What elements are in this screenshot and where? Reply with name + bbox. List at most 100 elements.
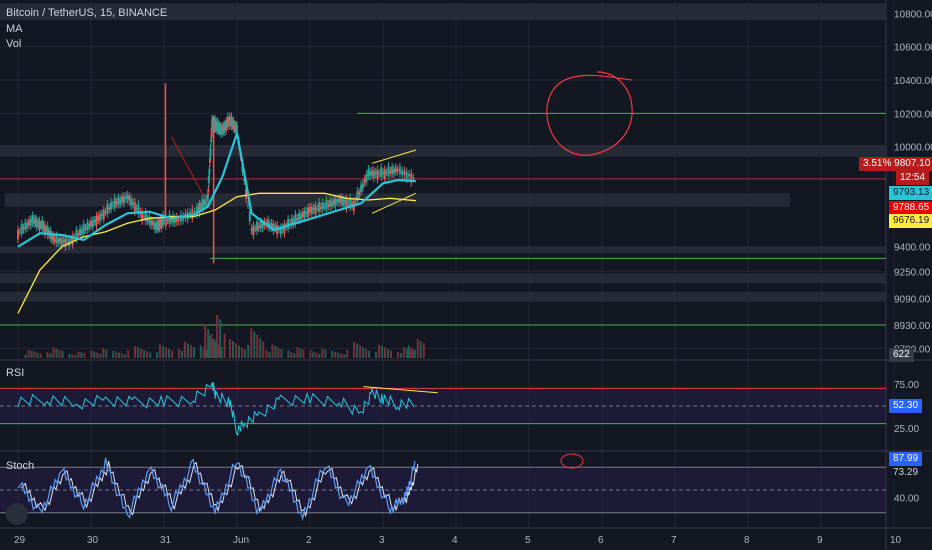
candle-body	[392, 169, 395, 174]
volume-bar	[74, 355, 77, 358]
time-tick-label: 8	[744, 535, 750, 546]
candle-body	[146, 218, 149, 221]
candle-body	[113, 197, 116, 208]
candle-body	[80, 229, 83, 235]
candle-body	[20, 224, 23, 234]
volume-bar	[140, 348, 143, 358]
volume-bar	[24, 354, 27, 358]
candle-body	[336, 199, 339, 202]
candle-body	[131, 202, 134, 205]
candle-body	[86, 222, 89, 230]
candle-body	[401, 170, 404, 176]
rsi-label[interactable]: RSI	[6, 367, 25, 379]
volume-bar	[244, 349, 246, 358]
price-tick-label: 8930.00	[894, 321, 931, 332]
volume-bar	[405, 348, 408, 358]
candle-body	[201, 199, 204, 209]
candle-body	[62, 239, 65, 242]
volume-bar	[247, 344, 250, 358]
volume-bar	[112, 350, 115, 358]
volume-bar	[71, 354, 74, 358]
price-tick-label: 9090.00	[894, 294, 931, 305]
volume-bar	[422, 343, 425, 358]
tradingview-logo[interactable]	[6, 503, 28, 525]
candle-body	[193, 211, 196, 213]
volume-bar	[362, 347, 365, 358]
candle-body	[408, 174, 411, 177]
time-tick-label: Jun	[233, 535, 249, 546]
candle-body	[166, 220, 169, 221]
candle-body	[296, 217, 299, 221]
volume-bar	[290, 352, 293, 358]
stoch-tick-label: 40.00	[894, 494, 919, 505]
volume-bar	[318, 353, 321, 358]
time-tick-label: 30	[87, 535, 99, 546]
ma-slow-line	[17, 192, 416, 314]
candle-body	[332, 199, 335, 205]
candle-body	[361, 183, 364, 189]
volume-bar	[368, 350, 371, 358]
volume-bar	[199, 345, 202, 358]
candle-body	[52, 235, 55, 241]
volume-bar	[241, 347, 243, 358]
candle-body	[277, 229, 280, 231]
volume-bar	[210, 334, 213, 358]
volume-bar	[312, 351, 315, 358]
candle-body	[268, 223, 271, 228]
candle-body	[341, 198, 344, 206]
time-tick-label: 3	[379, 535, 385, 546]
volume-bar	[127, 349, 130, 358]
candle-body	[95, 216, 98, 226]
candle-body	[272, 223, 275, 232]
candle-body	[133, 202, 136, 212]
volume-bar	[216, 314, 219, 358]
vol-legend[interactable]: Vol	[6, 38, 22, 50]
zone-box-4	[0, 291, 886, 302]
candle-body	[270, 222, 273, 228]
candle-body	[46, 225, 49, 236]
candle-body	[115, 202, 118, 205]
candle-body	[292, 219, 295, 225]
volume-bar	[235, 343, 237, 358]
candle-body	[256, 221, 259, 232]
volume-bar	[219, 319, 222, 358]
stoch-label[interactable]: Stoch	[6, 460, 35, 472]
rsi-tick-label: 25.00	[894, 424, 919, 435]
candle-body	[60, 238, 63, 246]
candle-body	[173, 218, 176, 223]
volume-bar	[407, 345, 410, 358]
volume-bar	[183, 341, 186, 358]
candle-body	[215, 121, 218, 129]
volume-bar	[402, 347, 405, 358]
volume-bar	[353, 341, 356, 358]
candle-body	[199, 206, 202, 208]
volume-bar	[146, 351, 149, 358]
candle-body	[141, 211, 144, 221]
candle-body	[37, 221, 40, 225]
volume-bar	[232, 341, 234, 358]
volume-bar	[381, 346, 383, 358]
candle-body	[252, 225, 255, 236]
candle-body	[283, 223, 286, 234]
candle-body	[248, 211, 251, 222]
candle-body	[323, 206, 326, 208]
volume-bar	[156, 352, 158, 358]
volume-bar	[274, 346, 277, 358]
candle-body	[340, 197, 343, 203]
volume-bar	[171, 350, 173, 358]
zone-box-5	[0, 3, 886, 20]
candle-body	[330, 201, 333, 207]
volume-bar	[229, 339, 231, 358]
volume-bar	[90, 350, 93, 358]
candle-body	[207, 175, 210, 184]
candle-body	[230, 116, 233, 127]
ma-legend[interactable]: MA	[6, 23, 23, 35]
candle-body	[209, 148, 212, 156]
candle-body	[327, 204, 330, 207]
candle-body	[68, 238, 71, 247]
volume-bar	[83, 352, 86, 358]
volume-bar	[137, 347, 140, 358]
ma-red-line	[170, 136, 212, 211]
candle-body	[221, 128, 224, 133]
